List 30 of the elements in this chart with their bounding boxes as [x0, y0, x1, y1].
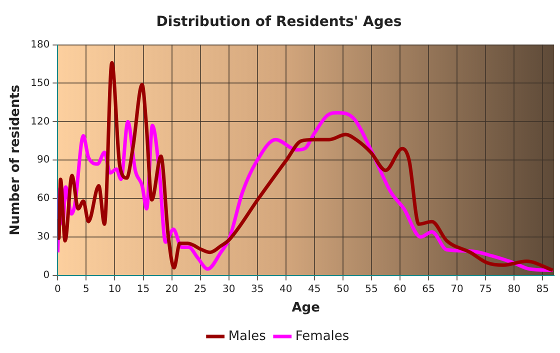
x-tick-label: 50: [336, 284, 350, 295]
x-tick-label: 75: [479, 284, 492, 295]
x-tick-label: 35: [250, 284, 264, 295]
y-axis-title: Number of residents: [8, 84, 24, 236]
x-tick-label: 70: [450, 284, 464, 295]
x-tick-label: 20: [165, 284, 178, 295]
y-tick-label: 0: [43, 270, 50, 281]
y-tick-label: 30: [36, 232, 50, 243]
x-tick-label: 0: [54, 284, 61, 295]
y-tick-label: 150: [30, 78, 50, 89]
y-tick-label: 120: [30, 116, 50, 128]
x-tick-label: 60: [394, 284, 406, 295]
x-tick-label: 85: [536, 284, 549, 295]
x-tick-label: 55: [365, 284, 378, 295]
x-tick-label: 80: [508, 284, 520, 295]
chart-title: Distribution of Residents' Ages: [156, 14, 402, 30]
x-axis-title: Age: [292, 300, 320, 316]
x-tick-label: 65: [422, 284, 435, 295]
y-tick-label: 60: [36, 193, 50, 204]
legend-label: Females: [295, 328, 350, 344]
y-tick-label: 90: [36, 154, 50, 166]
x-tick-label: 10: [108, 284, 122, 295]
x-tick-label: 5: [83, 284, 90, 295]
y-tick-label: 180: [30, 39, 50, 50]
x-tick-label: 25: [194, 284, 207, 295]
legend-label: Males: [228, 328, 266, 344]
x-tick-label: 40: [280, 284, 292, 295]
x-tick-label: 30: [222, 284, 236, 295]
x-tick-label: 45: [308, 284, 321, 295]
x-tick-label: 15: [136, 284, 150, 295]
